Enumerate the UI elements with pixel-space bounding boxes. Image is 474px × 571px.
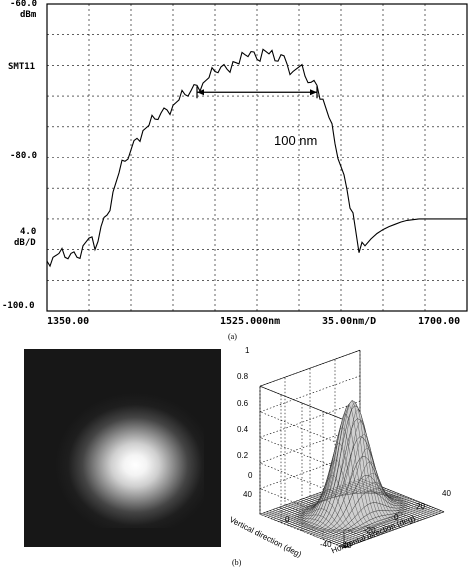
spectrum-panel: -60.0 dBm SMT11 -80.0 4.0 dB/D -100.0 13… <box>2 0 468 341</box>
surface-column <box>350 481 435 516</box>
farfield-panel: 0 0.2 0.4 0.6 0.8 1 40 0 -40 -40 -20 0 2… <box>222 335 474 559</box>
surface-column <box>328 461 413 524</box>
y-bottom-value: -100.0 <box>2 301 35 311</box>
z-tick-5: 1 <box>245 346 250 355</box>
surface-column <box>316 408 401 528</box>
h-tick-2: 0 <box>394 513 399 522</box>
spectrum-trace <box>46 48 467 268</box>
bandwidth-arrow <box>196 86 318 99</box>
y-top-unit: dBm <box>20 10 37 20</box>
h-tick-3: 20 <box>416 502 425 511</box>
surface-column <box>278 507 363 542</box>
surface-column <box>353 480 438 515</box>
caption-a: (a) <box>228 332 237 341</box>
v-tick-1: 0 <box>285 515 290 524</box>
z-tick-3: 0.6 <box>237 399 249 408</box>
beam-spot <box>44 378 204 528</box>
z-tick-0: 0 <box>248 471 253 480</box>
surface-column <box>291 475 376 537</box>
z-tick-1: 0.2 <box>237 451 249 460</box>
surface-column <box>269 510 354 545</box>
box-edge <box>259 385 345 421</box>
surface-column <box>356 479 441 514</box>
bandwidth-annotation: 100 nm <box>274 133 318 148</box>
h-tick-0: -40 <box>340 541 352 550</box>
spectrum-grid <box>47 4 467 311</box>
surface-row <box>330 506 432 543</box>
y-scale-value: 4.0 <box>20 227 37 237</box>
surface-column <box>313 401 398 529</box>
caption-b: (b) <box>232 558 242 567</box>
y-scale-unit: dB/D <box>14 238 36 248</box>
back-wall-grid <box>259 401 361 438</box>
x-start-label: 1350.00 <box>47 316 90 327</box>
y-ref-level: -80.0 <box>10 151 38 161</box>
spectrum-chart <box>46 3 468 312</box>
x-stop-label: 1700.00 <box>418 316 461 327</box>
h-tick-4: 40 <box>442 489 451 498</box>
box-edge <box>259 349 361 387</box>
surface-mesh <box>259 400 445 549</box>
beam-image <box>24 349 221 547</box>
surface-column <box>275 508 360 543</box>
h-tick-1: -20 <box>364 526 376 535</box>
surface-column <box>322 433 407 526</box>
surface-column <box>347 482 432 517</box>
surface-column <box>281 506 366 541</box>
surface-column <box>338 485 423 520</box>
side-wall-grid <box>259 411 345 446</box>
surface-column <box>303 413 388 533</box>
side-wall-grid <box>259 437 345 472</box>
floor-grid <box>284 504 370 540</box>
surface-row <box>328 505 429 542</box>
z-tick-4: 0.8 <box>237 372 249 381</box>
surface-column <box>341 484 426 519</box>
z-tick-2: 0.4 <box>237 425 249 434</box>
surface-column <box>294 459 379 536</box>
surface-row <box>325 504 426 541</box>
surface-column <box>259 514 345 548</box>
x-center-label: 1525.000nm <box>220 316 281 327</box>
surface-column <box>334 482 420 521</box>
surface-column <box>263 512 348 547</box>
surface-column <box>284 500 370 539</box>
surface-column <box>272 509 357 544</box>
surface-column <box>331 473 416 523</box>
surface-column <box>300 426 385 534</box>
x-span-label: 35.00nm/D <box>322 316 377 327</box>
arrow-left-head <box>197 89 204 96</box>
surface-column <box>325 448 410 525</box>
v-tick-2: -40 <box>320 540 332 549</box>
spectrum-frame <box>46 3 468 312</box>
surface-column <box>266 511 351 546</box>
surface-column <box>306 404 391 532</box>
v-tick-0: 40 <box>243 490 252 499</box>
y-top-value: -60.0 <box>10 0 38 9</box>
floor-grid <box>334 486 420 522</box>
trace-label: SMT11 <box>8 62 36 72</box>
arrow-right-head <box>310 89 317 96</box>
surface-column <box>309 400 395 530</box>
farfield-surface-plot <box>259 349 445 549</box>
surface-column <box>319 420 404 527</box>
surface-column <box>288 488 373 538</box>
surface-column <box>359 478 445 512</box>
